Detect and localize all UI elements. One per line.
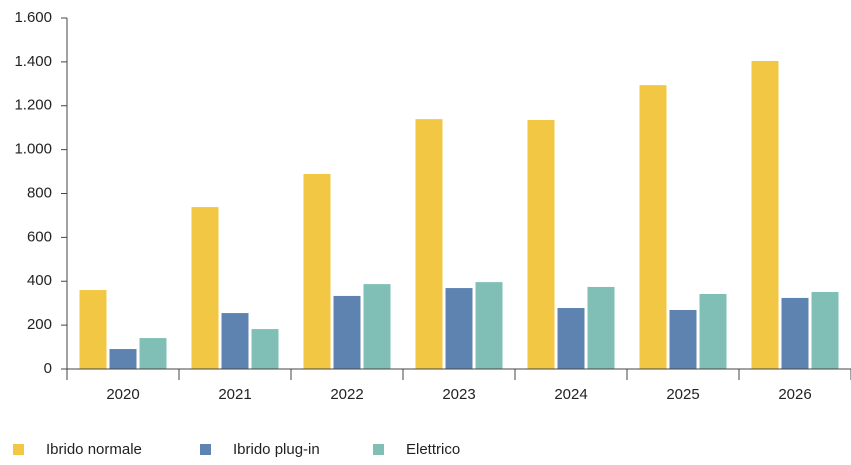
y-tick-label: 1.600 xyxy=(14,9,52,26)
x-tick-label: 2020 xyxy=(106,386,139,403)
bar xyxy=(639,85,667,369)
x-tick-label: 2025 xyxy=(666,386,699,403)
y-tick-label: 200 xyxy=(27,316,52,333)
bar xyxy=(303,173,331,369)
y-tick-label: 1.000 xyxy=(14,141,52,158)
bar xyxy=(415,119,443,370)
bar xyxy=(751,60,779,370)
bar xyxy=(781,297,809,369)
bar xyxy=(669,309,697,369)
bar xyxy=(475,282,503,369)
x-tick-label: 2023 xyxy=(442,386,475,403)
bar xyxy=(251,329,279,369)
x-tick-label: 2022 xyxy=(330,386,363,403)
x-tick-label: 2021 xyxy=(218,386,251,403)
legend-label: Ibrido plug-in xyxy=(233,441,320,458)
bar xyxy=(221,313,249,369)
x-tick-label: 2024 xyxy=(554,386,587,403)
legend-swatch xyxy=(200,444,211,455)
x-tick-label: 2026 xyxy=(778,386,811,403)
y-tick-label: 0 xyxy=(44,360,52,377)
y-tick-label: 1.200 xyxy=(14,97,52,114)
bar xyxy=(811,291,839,369)
bar xyxy=(109,349,137,369)
bar xyxy=(527,120,555,370)
bar xyxy=(445,288,473,369)
bar xyxy=(363,284,391,369)
bar xyxy=(79,290,107,369)
bar xyxy=(191,207,219,369)
bar xyxy=(557,308,585,369)
y-tick-label: 600 xyxy=(27,228,52,245)
bar xyxy=(699,293,727,369)
bar xyxy=(333,295,361,369)
y-tick-label: 1.400 xyxy=(14,53,52,70)
y-tick-label: 400 xyxy=(27,272,52,289)
y-tick-label: 800 xyxy=(27,184,52,201)
legend-label: Elettrico xyxy=(406,441,460,458)
legend-swatch xyxy=(373,444,384,455)
bar xyxy=(587,286,615,369)
legend-label: Ibrido normale xyxy=(46,441,142,458)
bar xyxy=(139,338,167,369)
legend-swatch xyxy=(13,444,24,455)
